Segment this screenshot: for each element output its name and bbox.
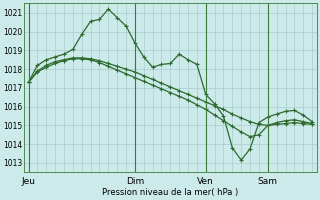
X-axis label: Pression niveau de la mer( hPa ): Pression niveau de la mer( hPa ) (102, 188, 238, 197)
